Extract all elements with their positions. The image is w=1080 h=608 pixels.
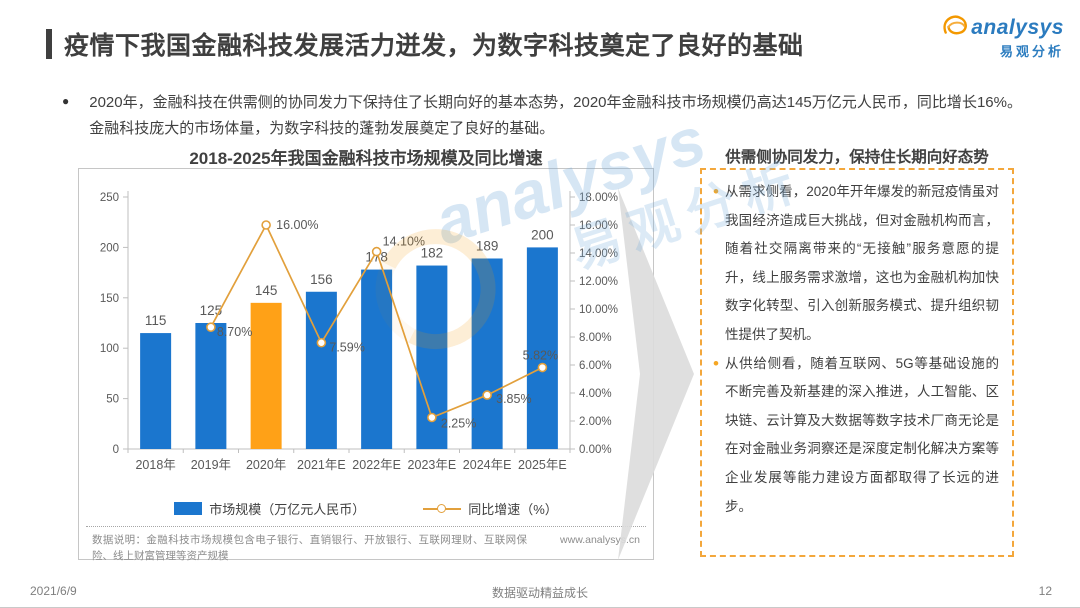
brand-name-cn: 易观分析 [999,44,1064,59]
insight-bullet-text: 从需求侧看，2020年开年爆发的新冠疫情虽对我国经济造成巨大挑战，但对金融机构而… [724,184,999,343]
right-axis-tick-label: 10.00% [579,304,618,316]
right-axis-tick-label: 8.00% [579,332,612,344]
left-axis-tick-label: 50 [106,394,119,406]
x-category-label: 2020年 [246,458,286,472]
legend-label: 同比增速（%） [468,501,558,517]
header: 疫情下我国金融科技发展活力迸发，为数字科技奠定了良好的基础 [46,26,804,62]
growth-value-label: 7.59% [329,341,364,355]
bar [195,323,227,449]
summary-bullet: ● 2020年，金融科技在供需侧的协同发力下保持住了长期向好的基本态势，2020… [62,90,1022,143]
bar-value-label: 189 [476,238,499,253]
footer-page-number: 12 [1038,584,1052,598]
left-axis-tick-label: 100 [100,343,119,355]
bar-value-label: 182 [421,246,444,261]
x-category-label: 2022年E [352,458,401,472]
summary-text: 2020年，金融科技在供需侧的协同发力下保持住了长期向好的基本态势，2020年金… [89,94,1022,138]
growth-point [427,412,437,423]
footer-slogan: 数据驱动精益成长 [491,586,588,600]
x-category-label: 2025年E [518,458,567,472]
bar-swatch-icon [174,501,203,515]
growth-point [261,220,271,230]
growth-value-label: 2.25% [441,417,476,431]
bullet-dot-icon: ● [62,94,70,108]
growth-point [371,246,382,257]
bar [140,333,172,449]
growth-point [206,322,216,332]
left-axis-tick-label: 250 [100,192,119,204]
insight-bullet-demand: • 从需求侧看，2020年开年爆发的新冠疫情虽对我国经济造成巨大挑战，但对金融机… [711,178,999,350]
bar [250,302,282,449]
growth-value-label: 8.70% [217,325,252,339]
growth-value-label: 5.82% [523,349,558,363]
growth-point [316,337,327,348]
x-category-label: 2021年E [297,458,346,472]
right-axis-tick-label: 12.00% [579,276,618,288]
brand-logo: analysys 易观分析 [939,12,1064,60]
growth-value-label: 14.10% [383,235,425,249]
right-axis-tick-label: 2.00% [579,416,612,428]
title-accent-bar [46,29,52,59]
x-category-label: 2019年 [191,458,231,472]
left-axis-tick-label: 150 [100,293,119,305]
insight-bullet-list: • 从需求侧看，2020年开年爆发的新冠疫情虽对我国经济造成巨大挑战，但对金融机… [711,178,999,521]
right-axis-tick-label: 6.00% [579,360,612,372]
growth-point [482,390,492,400]
page-title: 疫情下我国金融科技发展活力迸发，为数字科技奠定了良好的基础 [64,32,804,60]
growth-value-label: 3.85% [496,392,531,406]
chart-footnote-row: 数据说明：金融科技市场规模包含电子银行、直销银行、开放银行、互联网理财、互联网保… [84,527,648,565]
bullet-dot-icon: • [713,182,719,201]
market-scale-growth-chart: 0 50 100 150 200 250 0.00% 2.00% 4.00% 6.00% 8.00%… [100,191,618,472]
footer: 2021/6/9 数据驱动精益成长 12 [0,584,1080,600]
x-category-label: 2024年E [463,458,512,472]
chart-title: 2018-2025年我国金融科技市场规模及同比增速 [189,149,543,168]
right-axis-tick-label: 16.00% [579,220,618,232]
chart-panel: 0 50 100 150 200 250 0.00% 2.00% 4.00% 6.00% 8.00%… [78,168,654,562]
data-note: 数据说明：金融科技市场规模包含电子银行、直销银行、开放银行、互联网理财、互联网保… [92,534,527,562]
swirl-logo-icon [943,15,968,35]
bar-value-label: 125 [200,303,223,318]
growth-value-label: 16.00% [276,218,318,232]
chevron-right-arrow [618,188,694,560]
bar [471,258,503,449]
x-category-label: 2018年 [135,458,175,472]
bar [305,291,337,449]
bar-value-label: 145 [255,283,278,298]
right-axis-tick-label: 14.00% [579,248,618,260]
insight-panel-title: 供需侧协同发力，保持住长期向好态势 [725,149,989,166]
brand-logo-top: analysys [939,12,1064,40]
bar-value-label: 115 [145,313,167,328]
chart-legend: 市场规模（万亿元人民币） 同比增速（%） [84,496,648,520]
footer-date: 2021/6/9 [30,584,77,598]
bar [526,247,558,449]
brand-name: analysys [971,16,1064,39]
legend-label: 市场规模（万亿元人民币） [209,501,366,517]
x-category-label: 2023年E [408,458,457,472]
left-axis-tick-label: 0 [113,444,119,456]
bar-value-label: 200 [531,227,554,242]
insight-bullet-text: 从供给侧看，随着互联网、5G等基础设施的不断完善及新基建的深入推进，人工智能、区… [724,355,999,514]
left-axis-tick-label: 200 [100,242,119,254]
legend-item-growth-rate: 同比增速（%） [423,499,558,518]
legend-item-market-scale: 市场规模（万亿元人民币） [174,499,365,518]
right-axis-tick-label: 18.00% [579,192,618,204]
bar [361,269,393,449]
bullet-dot-icon: • [713,353,719,373]
right-axis-tick-label: 0.00% [579,444,612,456]
insight-bullet-supply: • 从供给侧看，随着互联网、5G等基础设施的不断完善及新基建的深入推进，人工智能… [711,350,999,522]
insight-panel: • 从需求侧看，2020年开年爆发的新冠疫情虽对我国经济造成巨大挑战，但对金融机… [700,168,1014,557]
right-axis-tick-label: 4.00% [579,388,612,400]
bar-value-label: 156 [310,272,333,287]
line-swatch-icon [423,503,462,513]
dotted-divider [86,526,646,527]
growth-point [537,362,548,373]
